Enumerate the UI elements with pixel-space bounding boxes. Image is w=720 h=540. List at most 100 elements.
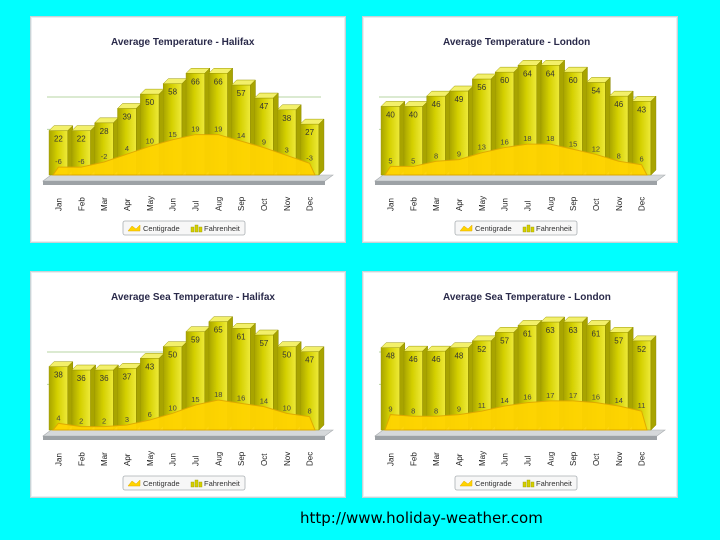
chart-title: Average Sea Temperature - Halifax bbox=[111, 292, 275, 303]
area-value-label: 12 bbox=[592, 144, 600, 153]
x-tick-label: Feb bbox=[77, 452, 86, 466]
bar-side bbox=[318, 346, 325, 431]
x-tick-label: Mar bbox=[432, 197, 441, 211]
area-value-label: 2 bbox=[102, 417, 106, 426]
area-value-label: 9 bbox=[457, 150, 461, 159]
x-tick-label: Jun bbox=[501, 453, 510, 466]
area-value-label: 18 bbox=[523, 134, 531, 143]
bar-value-label: 64 bbox=[546, 69, 555, 78]
x-tick-label: Apr bbox=[455, 198, 464, 211]
chart-svg: Average Sea Temperature - London 48 46 46 48… bbox=[374, 292, 666, 491]
bar-side bbox=[318, 118, 325, 176]
chart-floor bbox=[42, 429, 334, 437]
chart-panel-2: Average Temperature - London 40 40 46 49 56 60… bbox=[362, 16, 678, 243]
source-url[interactable]: http://www.holiday-weather.com bbox=[300, 509, 543, 527]
area-value-label: 4 bbox=[125, 144, 129, 153]
chart-title: Average Temperature - Halifax bbox=[111, 37, 255, 48]
bar-value-label: 52 bbox=[637, 345, 646, 354]
legend-swatch-fahrenheit bbox=[522, 481, 527, 488]
area-value-label: -6 bbox=[55, 157, 62, 166]
bar-value-label: 46 bbox=[432, 100, 441, 109]
bar-side bbox=[650, 335, 657, 431]
area-value-label: 16 bbox=[592, 393, 600, 402]
chart-panel-1: Average Temperature - Halifax 22 22 28 39 50 5… bbox=[30, 16, 346, 243]
x-tick-label: Oct bbox=[592, 453, 601, 466]
bar-value-label: 22 bbox=[77, 135, 86, 144]
bar-value-label: 27 bbox=[305, 128, 314, 137]
x-tick-label: Sep bbox=[237, 196, 246, 211]
chart-floor-edge bbox=[43, 181, 325, 185]
legend-swatch-centigrade bbox=[127, 479, 141, 487]
x-tick-label: Aug bbox=[214, 452, 223, 466]
chart-panel-3: Average Sea Temperature - Halifax 38 36 36 3… bbox=[30, 271, 346, 498]
x-tick-label: Feb bbox=[409, 452, 418, 466]
bar-value-label: 39 bbox=[122, 112, 131, 121]
legend-label-fahrenheit: Fahrenheit bbox=[204, 224, 241, 233]
x-tick-label: Oct bbox=[592, 198, 601, 211]
bar-value-label: 38 bbox=[54, 371, 63, 380]
x-tick-label: Nov bbox=[615, 197, 624, 211]
area-value-label: 18 bbox=[214, 390, 222, 399]
x-tick-label: Dec bbox=[638, 197, 647, 211]
legend-box bbox=[122, 220, 246, 236]
legend-box bbox=[454, 220, 578, 236]
x-tick-label: May bbox=[146, 196, 155, 211]
legend-swatch-fahrenheit bbox=[530, 226, 535, 233]
bar-value-label: 43 bbox=[145, 362, 154, 371]
x-tick-label: Dec bbox=[306, 197, 315, 211]
area-value-label: -3 bbox=[306, 153, 313, 162]
area-value-label: 14 bbox=[500, 396, 508, 405]
bar-value-label: 47 bbox=[259, 102, 268, 111]
bar-value-label: 61 bbox=[237, 332, 246, 341]
chart-floor-edge bbox=[43, 436, 325, 440]
x-tick-label: Nov bbox=[283, 197, 292, 211]
area-value-label: 15 bbox=[191, 395, 199, 404]
x-tick-label: Dec bbox=[306, 452, 315, 466]
bar-value-label: 50 bbox=[282, 351, 291, 360]
bar-value-label: 52 bbox=[477, 345, 486, 354]
bar-value-label: 49 bbox=[454, 95, 463, 104]
area-value-label: 10 bbox=[168, 403, 176, 412]
bar-value-label: 66 bbox=[214, 77, 223, 86]
area-value-label: 8 bbox=[434, 406, 438, 415]
bar-value-label: 50 bbox=[145, 98, 154, 107]
legend-swatch-fahrenheit bbox=[522, 226, 527, 233]
area-value-label: 16 bbox=[523, 393, 531, 402]
bar-value-label: 66 bbox=[191, 77, 200, 86]
bar-value-label: 43 bbox=[637, 105, 646, 114]
bar-value-label: 48 bbox=[454, 352, 463, 361]
area-value-label: 19 bbox=[214, 125, 222, 134]
x-tick-label: Nov bbox=[283, 452, 292, 466]
area-value-label: 9 bbox=[388, 405, 392, 414]
x-tick-label: Aug bbox=[546, 197, 555, 211]
x-tick-label: May bbox=[478, 451, 487, 466]
x-tick-label: Jan bbox=[386, 453, 395, 466]
x-tick-label: Apr bbox=[123, 453, 132, 466]
area-value-label: 4 bbox=[56, 413, 60, 422]
x-tick-label: Nov bbox=[615, 452, 624, 466]
legend-box bbox=[454, 475, 578, 491]
chart-floor-edge bbox=[375, 436, 657, 440]
x-tick-label: Jun bbox=[169, 198, 178, 211]
bar-value-label: 47 bbox=[305, 356, 314, 365]
bar-value-label: 46 bbox=[614, 100, 623, 109]
chart-floor bbox=[42, 174, 334, 182]
x-tick-label: Jan bbox=[54, 453, 63, 466]
bar-value-label: 61 bbox=[591, 329, 600, 338]
legend-swatch-centigrade bbox=[459, 479, 473, 487]
x-tick-label: Feb bbox=[77, 197, 86, 211]
bar-value-label: 50 bbox=[168, 351, 177, 360]
x-tick-label: Apr bbox=[455, 453, 464, 466]
area-centigrade bbox=[384, 143, 648, 176]
x-tick-label: Jan bbox=[54, 198, 63, 211]
bar-value-label: 40 bbox=[409, 110, 418, 119]
x-tick-label: Aug bbox=[546, 452, 555, 466]
bar-value-label: 46 bbox=[432, 355, 441, 364]
bar-value-label: 57 bbox=[259, 339, 268, 348]
x-tick-label: Apr bbox=[123, 198, 132, 211]
area-value-label: 9 bbox=[262, 138, 266, 147]
x-tick-label: Sep bbox=[569, 451, 578, 466]
bar-value-label: 40 bbox=[386, 110, 395, 119]
area-value-label: 10 bbox=[146, 136, 154, 145]
